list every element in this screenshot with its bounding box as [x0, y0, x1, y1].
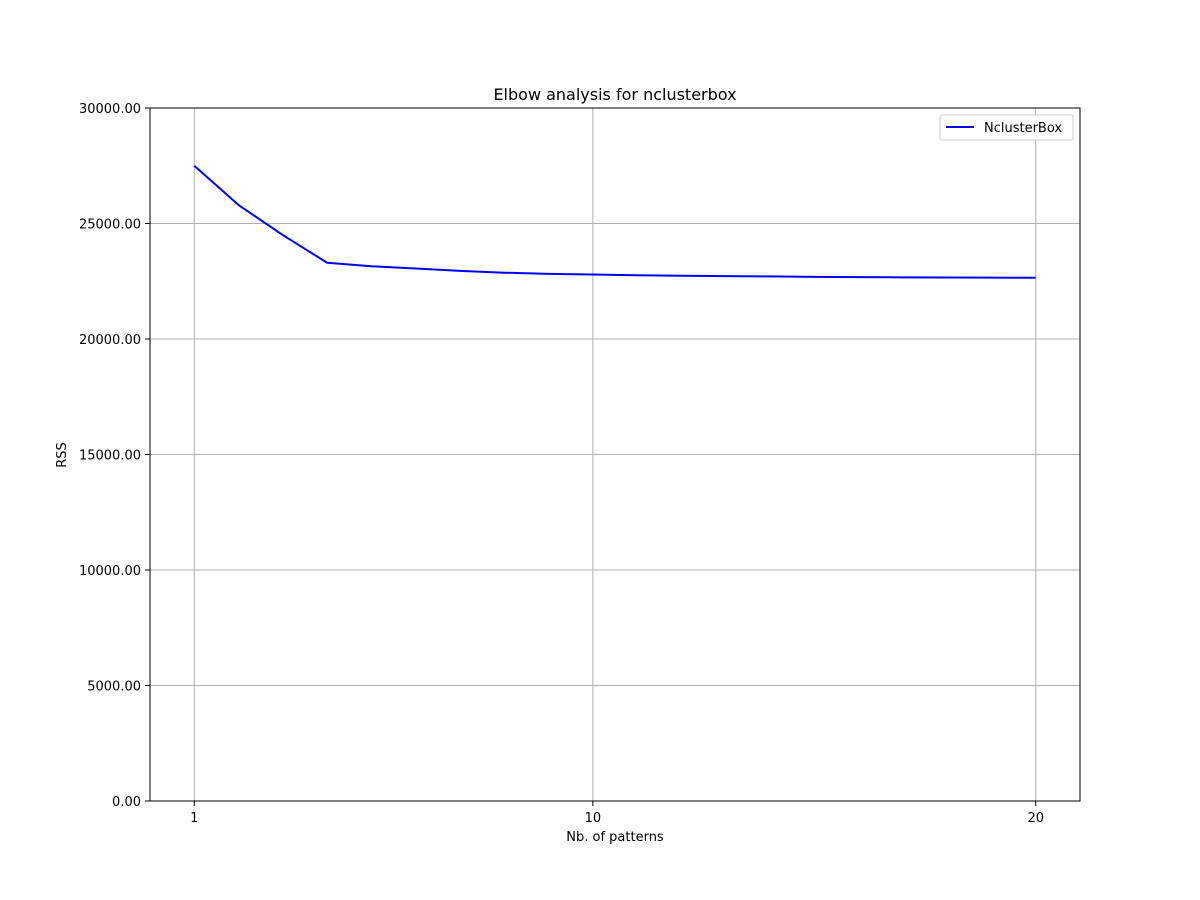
y-tick-label: 5000.00	[87, 680, 141, 695]
chart-title: Elbow analysis for nclusterbox	[493, 85, 736, 104]
series-layer	[193, 165, 1036, 279]
series-line	[193, 165, 1036, 279]
x-tick-label: 10	[585, 811, 602, 826]
y-tick-label: 20000.00	[79, 333, 141, 348]
legend-label: NclusterBox	[984, 121, 1062, 136]
legend: NclusterBox	[939, 114, 1074, 141]
x-tick-label: 1	[190, 811, 198, 826]
y-tick-label: 0.00	[112, 795, 141, 810]
y-tick-label: 25000.00	[79, 218, 141, 233]
legend-box	[939, 114, 1074, 141]
y-axis-label: RSS	[55, 442, 70, 468]
x-tick-label: 20	[1027, 811, 1044, 826]
ticks: 1 10 20 0.00 5000.00 10000.00 15000.00 20000.00…	[79, 102, 1044, 826]
y-tick-label: 10000.00	[79, 564, 141, 579]
x-axis-label: Nb. of patterns	[566, 830, 664, 845]
y-tick-label: 30000.00	[79, 102, 141, 117]
y-tick-label: 15000.00	[79, 449, 141, 464]
